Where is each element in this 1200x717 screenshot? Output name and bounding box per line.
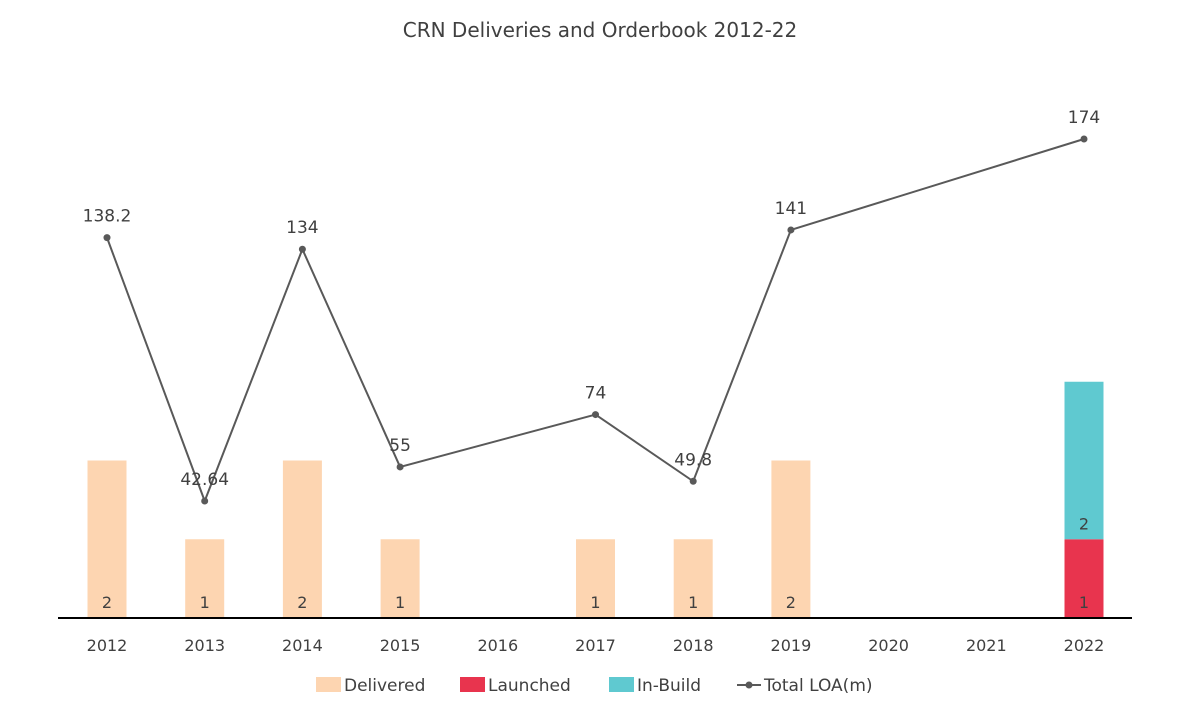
bar-label-delivered-2017: 1: [590, 593, 600, 612]
x-tick-2014: 2014: [282, 636, 323, 655]
legend-item-delivered[interactable]: Delivered: [316, 676, 425, 696]
x-tick-labels: 2012 2013 2014 2015 2016 2017 2018 2019 2020 2021…: [87, 636, 1105, 655]
chart-title: CRN Deliveries and Orderbook 2012-22: [403, 18, 798, 42]
legend-item-total-loa-m[interactable]: Total LOA(m): [737, 676, 873, 696]
x-tick-2017: 2017: [575, 636, 616, 655]
bar-delivered-2019: [771, 460, 811, 618]
line-point-2012: [103, 234, 111, 242]
line-point-2017: [592, 411, 599, 419]
bar-label-delivered-2015: 1: [395, 593, 405, 612]
bar-label-launched-2022: 1: [1079, 593, 1089, 612]
x-tick-2019: 2019: [771, 636, 812, 655]
line-point-2015: [396, 463, 404, 471]
line-point-2019: [787, 226, 795, 234]
bar-label-in-build-2022: 2: [1079, 514, 1089, 533]
legend-item-launched[interactable]: Launched: [460, 676, 571, 696]
line-label-2013: 42.64: [180, 470, 229, 490]
line-label-2012: 138.2: [83, 207, 132, 227]
bar-in-build-2022: [1064, 381, 1104, 540]
bar-delivered-2018: [673, 539, 713, 618]
bar-delivered-2013: [185, 539, 225, 618]
line-label-2019: 141: [775, 199, 807, 219]
line-label-2015: 55: [389, 436, 411, 456]
x-tick-2012: 2012: [87, 636, 128, 655]
line-point-2018: [689, 477, 697, 485]
line-point-2014: [298, 245, 306, 253]
bar-delivered-2014: [282, 460, 322, 618]
x-tick-2018: 2018: [673, 636, 714, 655]
legend-swatch: [609, 677, 634, 692]
legend-swatch: [460, 677, 485, 692]
legend-label: Launched: [488, 676, 571, 696]
x-tick-2022: 2022: [1064, 636, 1105, 655]
x-tick-2020: 2020: [868, 636, 909, 655]
line-label-2017: 74: [585, 384, 607, 404]
line-label-2014: 134: [286, 218, 318, 238]
legend-swatch: [316, 677, 341, 692]
legend-label: Delivered: [344, 676, 425, 696]
x-tick-2016: 2016: [477, 636, 518, 655]
x-tick-2013: 2013: [184, 636, 225, 655]
line-total-loa: [106, 138, 1085, 504]
bar-launched-2022: [1064, 539, 1104, 618]
bar-label-delivered-2019: 2: [786, 593, 796, 612]
line-label-2022: 174: [1068, 108, 1100, 128]
bars-layer: [87, 381, 1104, 618]
legend-item-in-build[interactable]: In-Build: [609, 676, 701, 696]
legend[interactable]: Delivered Launched In-Build Total LOA(m): [316, 676, 873, 696]
x-tick-2015: 2015: [380, 636, 421, 655]
line-point-2013: [201, 497, 209, 505]
bar-delivered-2017: [576, 539, 615, 618]
line-layer: 138.2 42.64 134 55 74 49.8 141 174: [83, 108, 1100, 505]
x-tick-2021: 2021: [966, 636, 1007, 655]
bar-delivered-2015: [380, 539, 420, 618]
line-label-2018: 49.8: [674, 450, 712, 470]
bar-labels-layer: 2 1 2 1 1 1 2 1 2: [102, 514, 1089, 612]
legend-label: Total LOA(m): [763, 676, 873, 696]
legend-label: In-Build: [637, 676, 701, 696]
bar-delivered-2012: [87, 460, 127, 618]
bar-label-delivered-2013: 1: [200, 593, 210, 612]
legend-marker: [745, 681, 753, 689]
line-point-2022: [1080, 135, 1088, 143]
bar-label-delivered-2012: 2: [102, 593, 112, 612]
bar-label-delivered-2014: 2: [297, 593, 307, 612]
bar-label-delivered-2018: 1: [688, 593, 698, 612]
